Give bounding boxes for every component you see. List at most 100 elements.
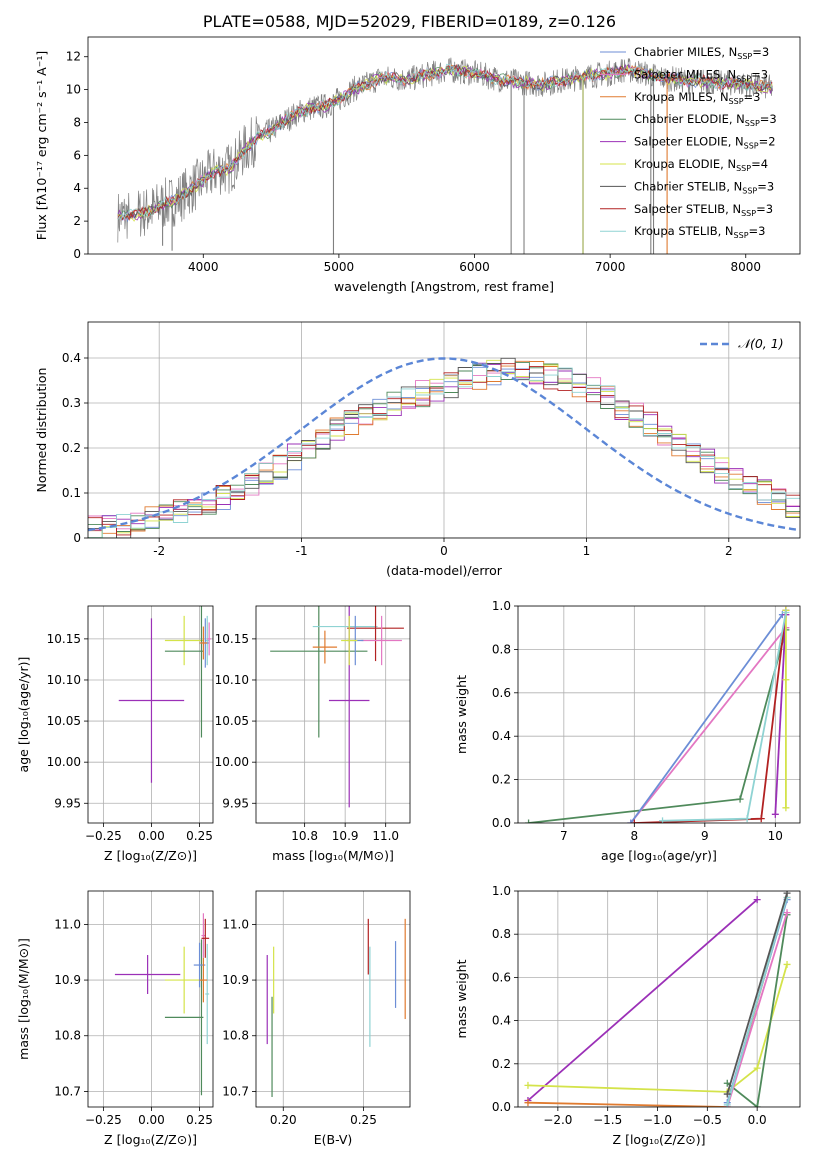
x-tick-label: 8 xyxy=(631,829,639,843)
x-tick-label: 10.8 xyxy=(291,829,318,843)
plot-area xyxy=(88,891,213,1107)
x-axis-label: (data-model)/error xyxy=(386,563,503,578)
y-tick-label: 10.8 xyxy=(54,1029,81,1043)
x-tick-label: 0.00 xyxy=(138,1113,165,1127)
panel-age-vs-Z: −0.25 0.00 0.25 9.95 10.00 10.05 10.10 10.15 Z [… xyxy=(16,605,214,863)
panel-residuals: -2 -1 0 1 2 0 0.1 0.2 0.3 0.4 (data-model)/error No… xyxy=(34,321,801,578)
y-tick-label: 10 xyxy=(66,83,81,97)
mass-weight-marker xyxy=(782,676,790,684)
plot-area xyxy=(256,891,410,1107)
x-tick-label: 0.00 xyxy=(138,829,165,843)
legend-entry: Chabrier STELIB, NSSP=3 xyxy=(634,179,774,195)
plot-area xyxy=(117,57,773,254)
y-tick-label: 0.2 xyxy=(492,773,511,787)
x-tick-label: −2.0 xyxy=(543,1113,572,1127)
mass-weight-marker xyxy=(753,896,761,904)
x-tick-label: −0.25 xyxy=(85,1113,122,1127)
errorbar-point xyxy=(164,946,204,1014)
x-tick-label: 0.0 xyxy=(748,1113,767,1127)
y-tick-label: 10.10 xyxy=(47,673,81,687)
mass-weight-marker xyxy=(757,815,765,823)
legend: Chabrier MILES, NSSP=3 Salpeter MILES, NS… xyxy=(600,45,777,240)
y-axis-label: mass weight xyxy=(454,959,469,1038)
x-axis-label: age [log₁₀(age/yr)] xyxy=(601,848,717,863)
legend-entry: 𝒩(0, 1) xyxy=(738,336,784,351)
y-tick-label: 0.0 xyxy=(492,816,511,830)
errorbar-point xyxy=(341,615,358,666)
panel-mass-weight-vs-Z: −2.0 −1.5 −1.0 −0.5 0.0 0.0 0.2 0.4 0.6 0.8 1.0 Z [… xyxy=(454,884,801,1147)
errorbar-point xyxy=(270,606,368,738)
legend-entry: Kroupa ELODIE, NSSP=4 xyxy=(634,157,768,173)
legend-entry: Chabrier MILES, NSSP=3 xyxy=(634,45,769,61)
legend-entry: Salpeter STELIB, NSSP=3 xyxy=(634,202,773,218)
x-tick-label: −0.5 xyxy=(693,1113,722,1127)
y-tick-label: 0.8 xyxy=(492,927,511,941)
axes-frame xyxy=(517,605,801,824)
x-axis-label: Z [log₁₀(Z/Z⊙)] xyxy=(613,1132,706,1147)
y-tick-label: 10.15 xyxy=(215,632,249,646)
mass-weight-marker xyxy=(659,817,667,823)
x-tick-label: 7000 xyxy=(595,260,626,274)
axes-frame xyxy=(87,890,214,1108)
y-tick-label: 0.2 xyxy=(492,1057,511,1071)
y-tick-label: 12 xyxy=(66,50,81,64)
y-tick-label: 0.8 xyxy=(492,642,511,656)
y-tick-label: 8 xyxy=(73,115,81,129)
x-tick-label: 11.0 xyxy=(372,829,399,843)
y-tick-label: 1.0 xyxy=(492,884,511,898)
x-axis-label: Z [log₁₀(Z/Z⊙)] xyxy=(104,848,197,863)
errorbar-point xyxy=(205,615,210,666)
y-tick-label: 9.95 xyxy=(222,796,249,810)
mass-weight-marker xyxy=(736,795,744,803)
y-tick-label: 6 xyxy=(73,148,81,162)
x-tick-label: 2 xyxy=(725,544,733,558)
x-axis-label: Z [log₁₀(Z/Z⊙)] xyxy=(104,1132,197,1147)
plot-area xyxy=(518,606,800,823)
mass-weight-marker xyxy=(783,909,791,917)
mass-weight-marker xyxy=(723,1090,731,1098)
model-spectrum xyxy=(117,63,773,222)
legend-entry: Salpeter ELODIE, NSSP=2 xyxy=(634,135,776,151)
y-tick-label: 10.05 xyxy=(215,714,249,728)
x-tick-label: 10.9 xyxy=(332,829,359,843)
y-tick-label: 11.0 xyxy=(222,917,249,931)
x-tick-label: −1.0 xyxy=(643,1113,672,1127)
mass-weight-marker xyxy=(743,815,751,823)
mass-weight-marker xyxy=(630,819,638,823)
y-tick-label: 9.95 xyxy=(54,796,81,810)
x-tick-label: 6000 xyxy=(459,260,490,274)
y-tick-label: 0.4 xyxy=(62,351,81,365)
plot-area xyxy=(518,891,800,1107)
errorbar-point xyxy=(201,918,210,958)
y-tick-label: 4 xyxy=(73,181,81,195)
errorbar-point xyxy=(201,913,206,958)
y-tick-label: 10.8 xyxy=(222,1029,249,1043)
normal-reference-curve xyxy=(88,357,798,532)
legend-entry: Salpeter MILES, NSSP=3 xyxy=(634,67,768,83)
y-tick-label: 10.9 xyxy=(222,973,249,987)
residual-histogram xyxy=(88,363,800,538)
y-tick-label: 0 xyxy=(73,247,81,261)
panel-mass-vs-Z: −0.25 0.00 0.25 10.7 10.8 10.9 11.0 Z [log₁₀(Z/… xyxy=(16,890,214,1147)
panel-age-vs-mass: 10.8 10.9 11.0 9.95 10.00 10.05 10.10 10.15 mass… xyxy=(215,605,411,863)
mass-weight-marker xyxy=(771,810,779,818)
y-tick-label: 10.00 xyxy=(47,755,81,769)
mass-weight-line xyxy=(726,892,788,1095)
errorbar-point xyxy=(207,622,212,656)
x-axis-label: E(B-V) xyxy=(314,1132,353,1147)
y-tick-label: 1.0 xyxy=(492,599,511,613)
mass-weight-line xyxy=(662,612,787,822)
errorbar-point xyxy=(199,957,208,1003)
mass-weight-line xyxy=(528,629,787,823)
residual-histogram xyxy=(88,357,800,538)
x-tick-label: 1 xyxy=(583,544,591,558)
legend-entry: Kroupa MILES, NSSP=3 xyxy=(634,90,760,106)
y-tick-label: 10.00 xyxy=(215,755,249,769)
axes-frame xyxy=(87,36,801,255)
y-tick-label: 0.0 xyxy=(492,1100,511,1114)
y-axis-label: age [log₁₀(age/yr)] xyxy=(16,657,31,773)
mass-weight-line xyxy=(774,614,787,815)
mass-weight-line xyxy=(726,897,788,1106)
plot-area xyxy=(88,606,213,823)
